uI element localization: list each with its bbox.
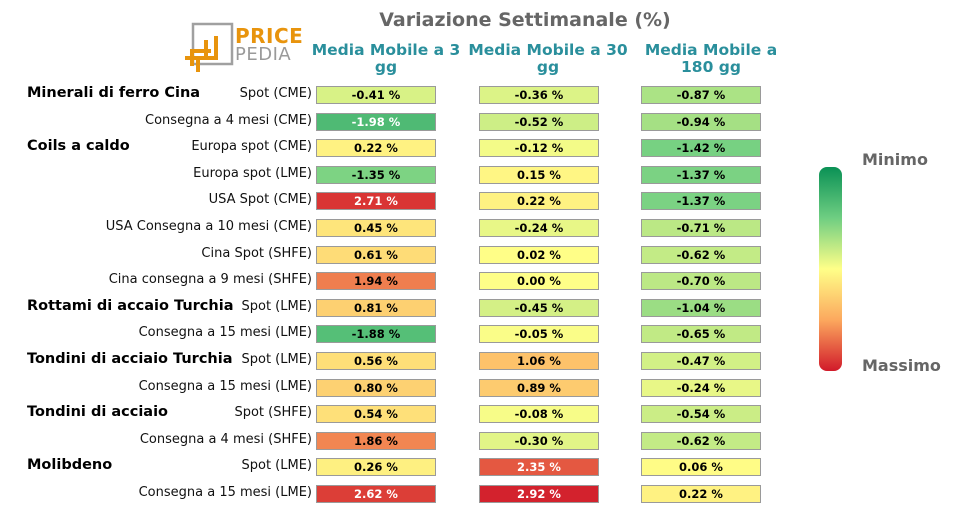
heatmap-cell: 0.22 % (479, 192, 599, 211)
heatmap-cell: 0.81 % (316, 298, 436, 317)
group-label: Rottami di accaio Turchia (27, 297, 234, 314)
column-header-3gg: Media Mobile a 3 gg (311, 41, 461, 76)
group-label: Molibdeno (27, 457, 113, 474)
heatmap-cell: 0.00 % (479, 272, 599, 291)
heatmap-cell: -1.37 % (641, 192, 761, 211)
heatmap-cell: 0.15 % (479, 165, 599, 184)
heatmap-cell: -0.47 % (641, 352, 761, 370)
row-label: Consegna a 4 mesi (SHFE) (139, 431, 312, 447)
logo-word-pedia: PEDIA (235, 44, 292, 65)
heatmap-cell: 0.02 % (479, 245, 599, 264)
row-label: Cina Spot (SHFE) (201, 245, 312, 261)
chart-title: Variazione Settimanale (%) (379, 9, 671, 31)
heatmap-cell: 0.61 % (316, 245, 436, 264)
heatmap-cell: 1.06 % (479, 352, 599, 370)
logo-word-price: PRICE (235, 24, 304, 48)
heatmap-cell: 0.22 % (641, 485, 761, 503)
legend-max-label: Massimo (862, 356, 941, 375)
heatmap-cell: -0.08 % (479, 405, 599, 424)
group-label: Coils a caldo (27, 138, 130, 155)
heatmap-cell: -1.04 % (641, 298, 761, 317)
row-label: Europa spot (LME) (193, 165, 312, 181)
row-label: USA Consegna a 10 mesi (CME) (105, 219, 312, 234)
heatmap-cell: -0.45 % (479, 298, 599, 317)
heatmap-cell: 2.35 % (479, 458, 599, 477)
row-label: Spot (LME) (241, 458, 312, 474)
heatmap-cell: 0.06 % (641, 458, 761, 477)
heatmap-cell: 0.22 % (316, 139, 436, 158)
heatmap-cell: -0.24 % (641, 378, 761, 397)
heatmap-cell: -0.30 % (479, 431, 599, 450)
row-label: USA Spot (CME) (208, 192, 312, 208)
heatmap-cell: -1.37 % (641, 165, 761, 184)
row-label: Spot (CME) (239, 86, 312, 101)
heatmap-cell: -1.42 % (641, 139, 761, 158)
heatmap-cell: -1.35 % (316, 165, 436, 184)
group-label: Tondini di acciaio (27, 404, 168, 421)
row-label: Consegna a 15 mesi (LME) (138, 325, 312, 341)
heatmap-cell: -0.71 % (641, 219, 761, 237)
heatmap-cell: -0.62 % (641, 245, 761, 264)
heatmap-cell: -0.54 % (641, 405, 761, 424)
row-label: Spot (LME) (241, 298, 312, 314)
column-header-180gg: Media Mobile a 180 gg (644, 41, 778, 76)
heatmap-cell: -0.87 % (641, 86, 761, 104)
row-label: Europa spot (CME) (191, 139, 312, 155)
heatmap-cell: 2.62 % (316, 485, 436, 503)
heatmap-cell: -0.70 % (641, 272, 761, 291)
logo-mark-icon (185, 22, 234, 72)
heatmap-cell: -0.62 % (641, 431, 761, 450)
heatmap-cell: -0.12 % (479, 139, 599, 158)
column-header-30gg: Media Mobile a 30 gg (468, 41, 628, 76)
heatmap-cell: 0.45 % (316, 219, 436, 237)
row-label: Cina consegna a 9 mesi (SHFE) (108, 272, 312, 288)
row-label: Spot (SHFE) (234, 405, 312, 421)
heatmap-cell: -0.65 % (641, 325, 761, 344)
heatmap-cell: 2.92 % (479, 485, 599, 503)
heatmap-cell: -0.52 % (479, 112, 599, 131)
heatmap-cell: 1.94 % (316, 272, 436, 291)
group-label: Tondini di acciaio Turchia (27, 351, 233, 367)
heatmap-cell: 1.86 % (316, 431, 436, 450)
heatmap-cell: 2.71 % (316, 192, 436, 211)
heatmap-cell: -1.98 % (316, 112, 436, 131)
row-label: Consegna a 15 mesi (LME) (138, 378, 312, 394)
row-label: Consegna a 15 mesi (LME) (138, 485, 312, 500)
heatmap-cell: 0.26 % (316, 458, 436, 477)
color-scale-bar (819, 167, 842, 371)
heatmap-cell: -0.05 % (479, 325, 599, 344)
heatmap-cell: 0.80 % (316, 378, 436, 397)
heatmap-cell: -0.94 % (641, 112, 761, 131)
legend-min-label: Minimo (862, 150, 928, 169)
heatmap-cell: -0.36 % (479, 86, 599, 104)
row-label: Consegna a 4 mesi (CME) (145, 112, 312, 128)
row-label: Spot (LME) (241, 352, 312, 367)
heatmap-cell: -0.24 % (479, 219, 599, 237)
heatmap-cell: 0.54 % (316, 405, 436, 424)
heatmap-cell: 0.56 % (316, 352, 436, 370)
heatmap-cell: 0.89 % (479, 378, 599, 397)
heatmap-cell: -1.88 % (316, 325, 436, 344)
heatmap-cell: -0.41 % (316, 86, 436, 104)
group-label: Minerali di ferro Cina (27, 85, 201, 101)
